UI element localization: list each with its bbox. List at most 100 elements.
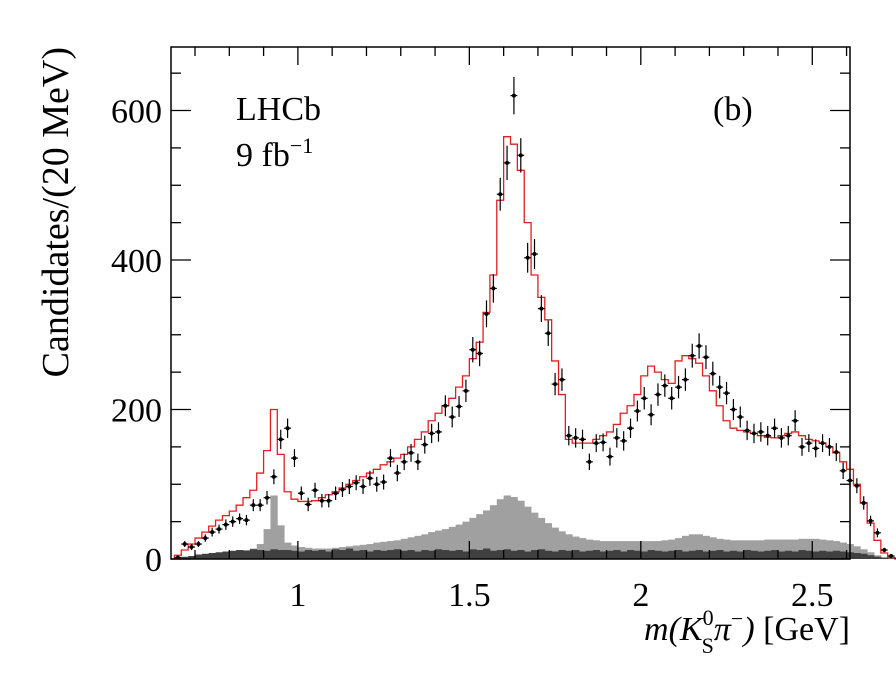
data-point (380, 474, 388, 490)
light-component-bin (531, 512, 539, 559)
axis-ticks (171, 47, 850, 560)
dark-component-bin (757, 551, 765, 559)
data-marker (258, 503, 263, 508)
dark-component-bin (853, 553, 861, 559)
data-point (332, 486, 340, 500)
dark-component-bin (777, 551, 786, 559)
dark-component-bin (181, 556, 189, 559)
data-marker (676, 385, 681, 390)
light-component-bin (366, 544, 374, 559)
y-axis-label: Candidates/(20 MeV) (35, 47, 77, 377)
dark-component-bin (681, 551, 690, 559)
light-component-bin (777, 539, 786, 559)
light-component-bin (750, 540, 758, 559)
light-component-bin (620, 541, 628, 559)
y-tick-label: 400 (111, 243, 162, 280)
light-component-bin (469, 517, 477, 559)
data-marker (381, 480, 386, 485)
data-marker (203, 536, 208, 541)
dark-component-bin (798, 550, 806, 559)
data-marker (217, 527, 222, 532)
data-marker (271, 474, 276, 479)
data-point (565, 425, 573, 446)
plot-frame (170, 46, 851, 560)
data-marker (484, 311, 489, 316)
data-marker (738, 414, 743, 419)
data-marker (868, 518, 873, 523)
data-point (243, 514, 250, 526)
data-marker (649, 412, 654, 417)
data-marker (415, 459, 420, 464)
data-point (777, 428, 785, 448)
data-point (640, 387, 648, 410)
x-axis-label: m(K0 Sπ−) [GeV] (644, 605, 850, 658)
data-point (798, 437, 806, 456)
dark-component-bin (565, 550, 573, 559)
data-point (729, 399, 737, 420)
data-marker (594, 441, 599, 446)
data-point (880, 547, 888, 553)
dark-component-bin (393, 549, 402, 559)
light-component-bin (675, 538, 683, 559)
data-point (599, 433, 607, 452)
dark-component-bin (544, 550, 553, 559)
data-marker (518, 153, 523, 158)
dark-component-bin (592, 550, 601, 559)
dark-component-bin (325, 551, 333, 559)
dark-component-bin (839, 551, 847, 559)
data-marker (841, 468, 846, 473)
data-point (544, 320, 552, 346)
dark-component-bin (880, 557, 889, 559)
data-point (448, 406, 456, 428)
data-point (825, 437, 833, 456)
data-points-group (174, 76, 896, 560)
light-component-bin (606, 541, 614, 559)
dark-component-bin (503, 549, 511, 559)
data-point (661, 374, 669, 397)
data-marker (470, 347, 475, 352)
data-point (339, 482, 346, 497)
light-component-bin (407, 537, 415, 559)
dark-component-bin (805, 550, 813, 559)
data-point (277, 429, 285, 450)
light-component-bin (798, 538, 806, 559)
data-marker (292, 456, 297, 461)
data-marker (244, 518, 249, 523)
dark-component-bin (270, 549, 278, 559)
light-component-bin (414, 535, 422, 559)
data-marker (319, 498, 324, 503)
data-marker (223, 522, 228, 527)
data-marker (361, 484, 366, 489)
background-components (174, 495, 895, 559)
data-point (284, 418, 292, 438)
data-marker (669, 396, 674, 401)
data-marker (182, 542, 187, 547)
light-component-bin (695, 534, 703, 559)
dark-component-bin (455, 550, 463, 559)
light-component-bin (853, 546, 861, 559)
data-marker (662, 383, 667, 388)
data-marker (573, 435, 578, 440)
data-marker (854, 483, 859, 488)
data-point (613, 428, 621, 448)
dark-component-bin (311, 550, 319, 559)
dark-component-bin (345, 548, 354, 559)
dark-component-bin (771, 550, 779, 559)
data-marker (546, 331, 551, 336)
light-component-bin (517, 500, 525, 559)
data-point (270, 469, 278, 485)
data-marker (409, 450, 414, 455)
dark-component-bin (496, 550, 505, 559)
dark-component-bin (304, 550, 312, 559)
data-point (181, 541, 189, 548)
data-point (297, 486, 305, 500)
dark-component-bin (249, 549, 258, 559)
data-point (188, 544, 196, 551)
light-component-bin (510, 496, 518, 559)
data-marker (443, 403, 448, 408)
data-marker (621, 438, 626, 443)
light-component-bin (592, 540, 601, 559)
axis-tick-labels: 1 1.5 2 2.5 0 200 400 600 (111, 94, 834, 614)
x-tick-label: 1 (289, 577, 306, 614)
